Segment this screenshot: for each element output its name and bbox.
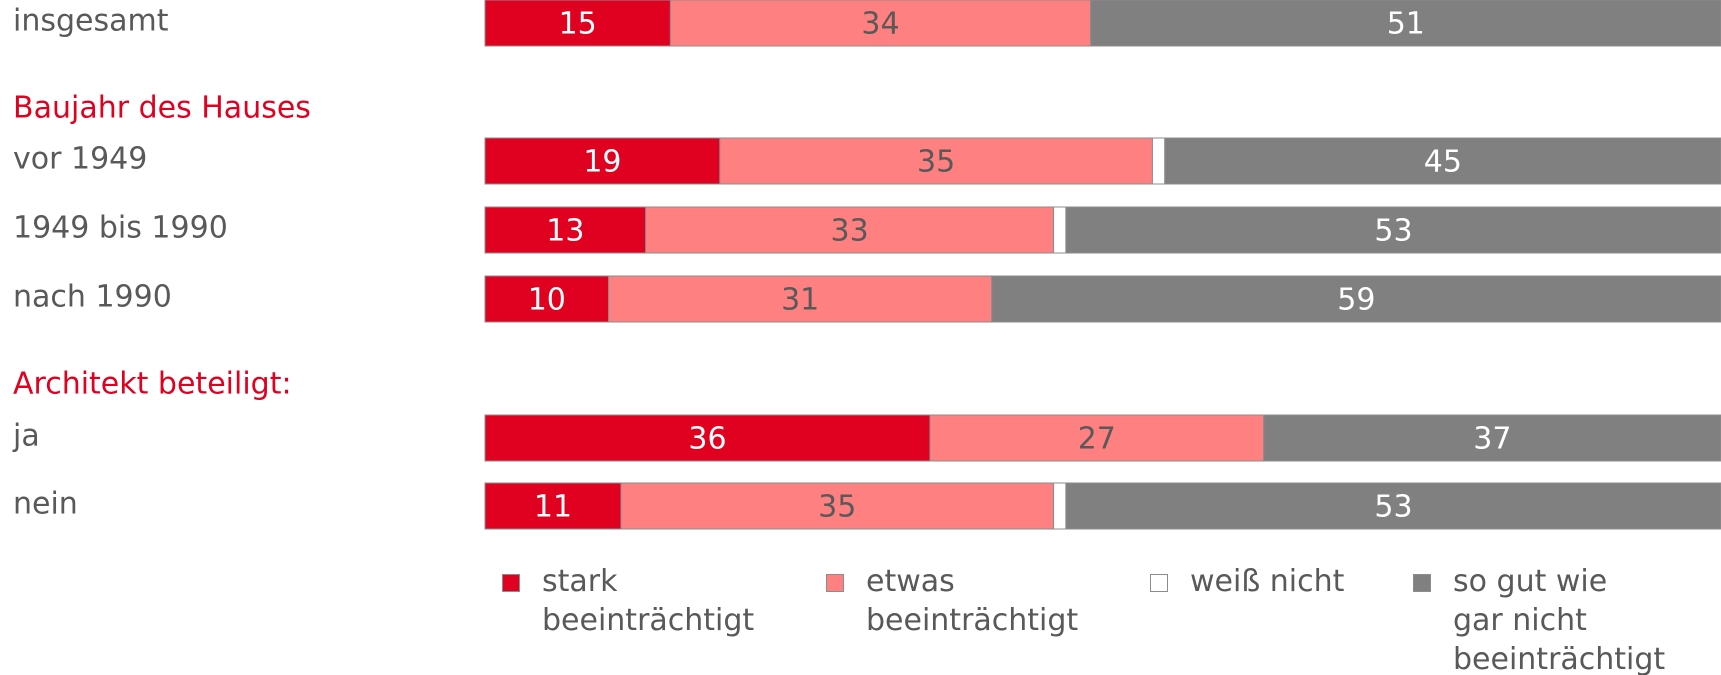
legend-label: so gut wie gar nicht beeinträchtigt (1453, 564, 1666, 675)
bar-segment (1065, 482, 1721, 530)
value-label: 51 (1387, 7, 1425, 42)
value-label: 45 (1424, 145, 1462, 180)
bar-segment (484, 137, 721, 185)
bar-segment (1164, 137, 1721, 185)
value-label: 59 (1337, 283, 1375, 318)
legend-swatch (1413, 574, 1431, 592)
legend-label: etwas beeinträchtigt (866, 564, 1079, 638)
value-label: 19 (583, 145, 621, 180)
bar-segment (645, 206, 1055, 254)
value-label: 15 (559, 7, 597, 42)
value-label: 27 (1078, 422, 1116, 457)
value-label: 37 (1473, 422, 1511, 457)
value-label: 53 (1374, 214, 1412, 249)
bar-segment (991, 275, 1721, 323)
bar-segment (1263, 414, 1721, 462)
bar-segment (1151, 137, 1166, 185)
legend-swatch (1150, 574, 1168, 592)
value-label: 36 (688, 422, 726, 457)
group-title: Architekt beteiligt: (13, 367, 292, 402)
legend-label: stark beeinträchtigt (542, 564, 755, 638)
category-label: 1949 bis 1990 (13, 211, 228, 246)
value-label: 53 (1374, 490, 1412, 525)
value-label: 35 (818, 490, 856, 525)
value-label: 31 (781, 283, 819, 318)
value-label: 10 (528, 283, 566, 318)
value-label: 11 (534, 490, 572, 525)
bar-segment (1053, 482, 1067, 530)
category-label: nach 1990 (13, 280, 172, 315)
bar-segment (484, 414, 931, 462)
bar-segment (1053, 206, 1067, 254)
value-label: 34 (861, 7, 899, 42)
bar-segment (484, 275, 610, 323)
group-title: Baujahr des Hauses (13, 91, 311, 126)
bar-segment (608, 275, 993, 323)
legend-swatch (826, 574, 844, 592)
value-label: 13 (546, 214, 584, 249)
value-label: 33 (831, 214, 869, 249)
bar-segment (719, 137, 1153, 185)
bar-segment (620, 482, 1055, 530)
bar-segment (484, 206, 647, 254)
value-label: 35 (917, 145, 955, 180)
category-label: ja (12, 419, 40, 454)
bar-segment (1090, 0, 1721, 47)
category-label: nein (13, 487, 78, 522)
bar-segment (669, 0, 1092, 47)
bar-segment (1065, 206, 1721, 254)
category-label: insgesamt (13, 4, 169, 39)
legend-swatch (502, 574, 520, 592)
legend-label: weiß nicht (1190, 564, 1345, 599)
category-label: vor 1949 (13, 142, 147, 177)
